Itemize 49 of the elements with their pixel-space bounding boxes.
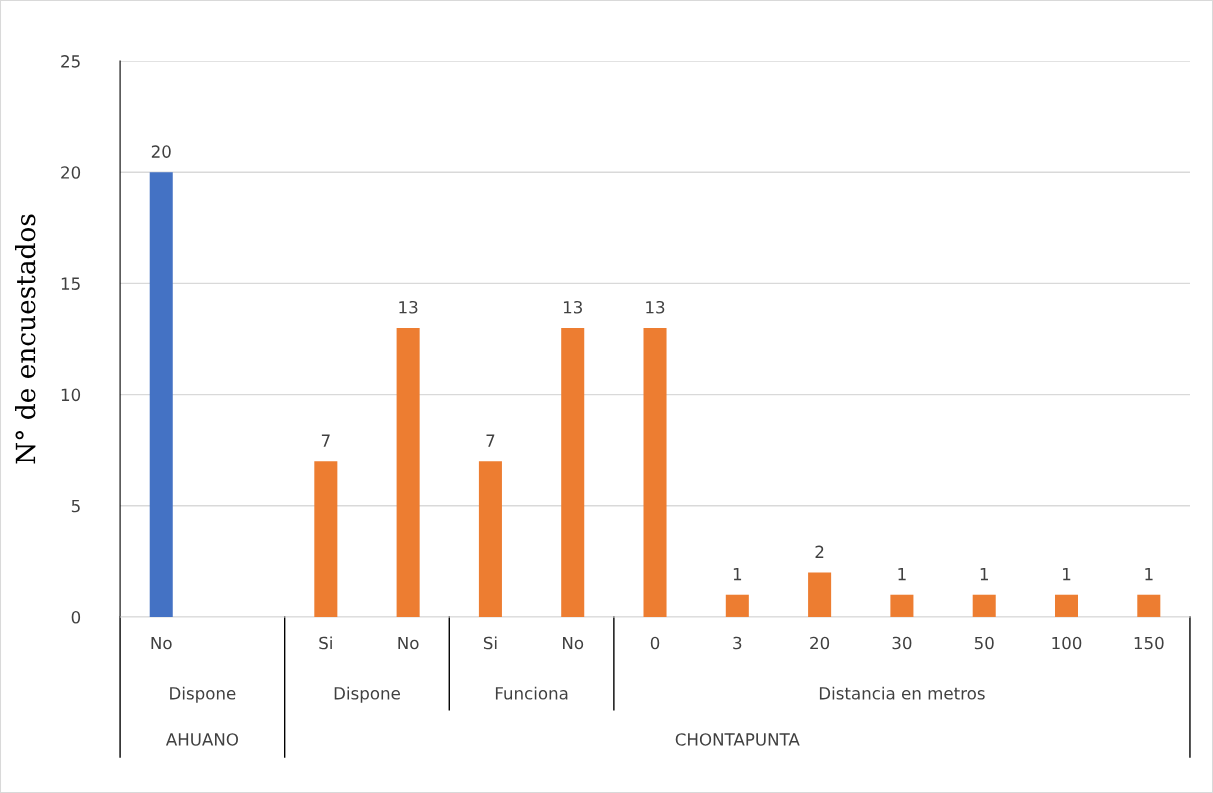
x-tick-label: No [151, 636, 172, 650]
data-label: 1 [1063, 567, 1071, 581]
bar [149, 172, 173, 617]
text: CHONTAPUNTA [675, 733, 800, 746]
y-tick-label: 25 [61, 55, 80, 68]
x-tick-label: 3 [733, 636, 742, 650]
bar [1137, 594, 1161, 617]
x-tick-label: 100 [1052, 636, 1082, 650]
x-tick-label: 150 [1134, 636, 1164, 650]
text: Dispone [334, 686, 400, 703]
x-tick-label: No [563, 636, 584, 650]
x-tick-label: 30 [892, 636, 912, 650]
x-tick-label: 20 [810, 636, 830, 650]
bar [890, 594, 914, 617]
bar [396, 327, 420, 617]
data-label: 7 [321, 434, 330, 447]
x-tick-label: 50 [974, 636, 994, 650]
y-axis-title: N° de encuestados [15, 214, 36, 464]
bar [808, 572, 832, 617]
data-label: 13 [563, 300, 582, 314]
x-tick-label: Si [319, 636, 332, 650]
data-label: 20 [151, 145, 171, 158]
text: Dispone [170, 686, 236, 703]
y-tick-label: 0 [71, 610, 81, 624]
x-tick-label: No [398, 636, 419, 650]
text: AHUANO [165, 733, 239, 746]
y-tick-label: 20 [61, 166, 81, 179]
bar [725, 594, 749, 617]
y-tick-label: 5 [71, 499, 80, 513]
bar [314, 461, 338, 617]
y-tick-label: 15 [61, 277, 80, 290]
data-label: 1 [1145, 567, 1153, 581]
bar [1054, 594, 1079, 617]
bar [643, 327, 667, 617]
bar [972, 594, 996, 617]
text: Funciona [495, 686, 568, 700]
data-label: 1 [733, 567, 742, 581]
data-label: 13 [646, 300, 665, 314]
data-label: 1 [898, 567, 906, 581]
text: Distancia en metros [819, 686, 985, 700]
x-tick-label: 0 [650, 636, 660, 650]
data-label: 13 [399, 300, 418, 314]
data-label: 2 [815, 545, 824, 558]
bar [561, 327, 585, 617]
data-label: 7 [486, 434, 495, 447]
y-tick-label: 10 [61, 388, 81, 402]
x-tick-label: Si [483, 636, 497, 650]
data-label: 1 [980, 567, 988, 581]
bar [478, 461, 502, 617]
